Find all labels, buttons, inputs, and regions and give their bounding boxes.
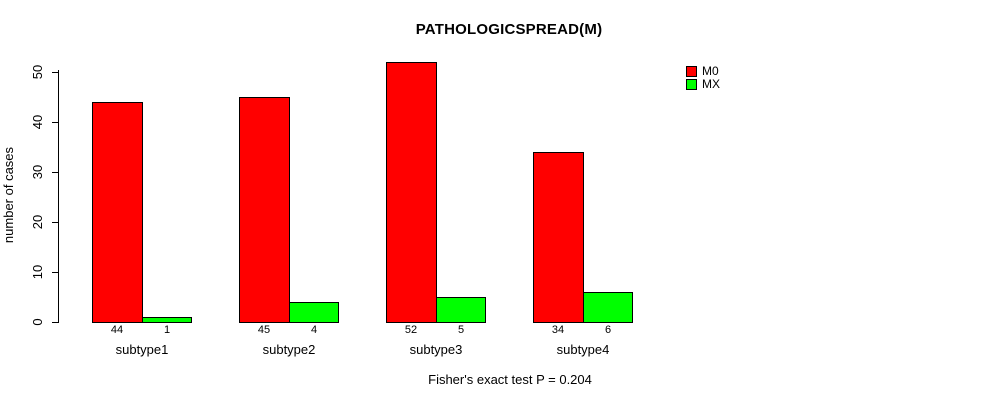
y-axis-label: number of cases — [1, 146, 16, 244]
legend-item: MX — [686, 78, 720, 91]
bar-mx — [436, 297, 486, 323]
chart-title: PATHOLOGICSPREAD(M) — [415, 21, 603, 38]
bar-mx — [142, 317, 192, 323]
y-tick-label: 50 — [30, 64, 45, 80]
legend-swatch-mx — [686, 79, 697, 90]
category-label: subtype2 — [262, 342, 316, 357]
category-label: subtype3 — [409, 342, 463, 357]
y-tick-mark — [52, 272, 58, 273]
fisher-test-caption: Fisher's exact test P = 0.204 — [428, 372, 592, 387]
bar-value-label: 45 — [257, 324, 271, 336]
bar-m0 — [386, 62, 437, 323]
bar-mx — [583, 292, 633, 323]
category-label: subtype1 — [115, 342, 169, 357]
legend-swatch-m0 — [686, 66, 697, 77]
bar-m0 — [239, 97, 290, 323]
y-tick-label: 40 — [30, 114, 45, 130]
bar-m0 — [533, 152, 584, 323]
y-axis-line — [58, 70, 59, 323]
bar-value-label: 34 — [551, 324, 565, 336]
y-tick-mark — [52, 122, 58, 123]
y-tick-mark — [52, 222, 58, 223]
legend-label: MX — [702, 77, 720, 91]
legend: M0 MX — [686, 65, 720, 91]
bar-value-label: 6 — [604, 324, 612, 336]
bar-value-label: 44 — [110, 324, 124, 336]
y-tick-mark — [52, 72, 58, 73]
y-tick-label: 10 — [30, 264, 45, 280]
bar-value-label: 1 — [163, 324, 171, 336]
y-tick-label: 20 — [30, 214, 45, 230]
bar-value-label: 52 — [404, 324, 418, 336]
bar-m0 — [92, 102, 143, 323]
bar-value-label: 5 — [457, 324, 465, 336]
y-tick-mark — [52, 322, 58, 323]
legend-label: M0 — [702, 64, 719, 78]
y-tick-label: 30 — [30, 164, 45, 180]
bar-value-label: 4 — [310, 324, 318, 336]
y-tick-label: 0 — [30, 318, 45, 326]
legend-item: M0 — [686, 65, 720, 78]
y-tick-mark — [52, 172, 58, 173]
bar-mx — [289, 302, 339, 323]
category-label: subtype4 — [556, 342, 610, 357]
